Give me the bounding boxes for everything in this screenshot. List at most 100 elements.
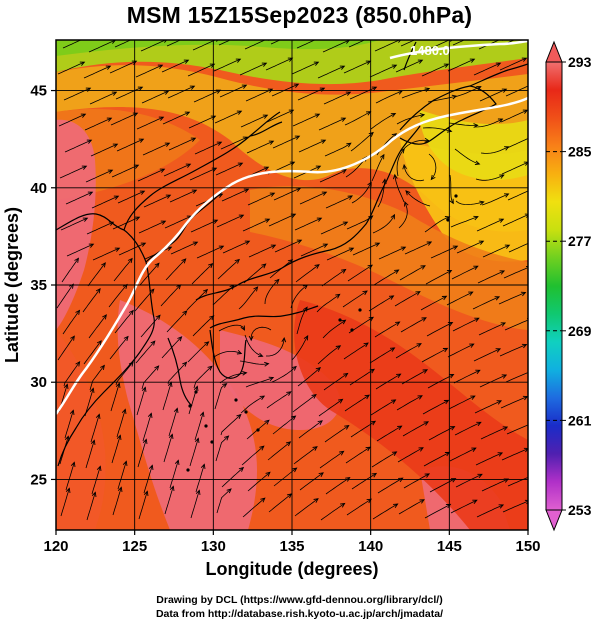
streamline-arrow [523,161,528,166]
streamline [446,291,473,306]
streamline [297,367,321,387]
streamline [139,263,160,286]
streamline-arrow [139,190,146,195]
streamline-arrow [216,141,223,146]
streamline [453,369,480,384]
streamline-arrow [317,420,323,426]
streamline-arrow [281,336,287,343]
streamline-arrow [291,365,297,371]
streamline-arrow [160,220,167,225]
streamline [239,360,269,365]
streamline-arrow [89,387,95,393]
streamline-arrow [320,139,327,144]
island [194,390,198,394]
streamline [266,391,292,409]
streamline [451,265,478,280]
streamline [187,63,215,77]
streamline-arrow [390,113,397,118]
streamline-arrow [398,477,404,483]
streamline-arrow [296,239,303,244]
streamline [318,399,343,417]
streamline [88,40,116,53]
island [256,428,260,432]
streamline-arrow [416,343,422,348]
streamline [422,400,449,415]
streamline [482,244,510,258]
streamline [478,40,500,50]
streamline-arrow [312,446,318,451]
streamline [508,242,528,253]
streamline [169,460,179,489]
streamline [85,169,113,183]
streamline [376,425,402,442]
colorbar-bottom-triangle [545,509,563,532]
streamline [506,424,528,435]
streamline-arrow [207,365,213,371]
streamline-arrow [529,422,534,426]
streamline [213,351,242,358]
streamline-arrow [469,343,475,348]
island [234,398,238,402]
streamline-arrow [423,421,430,426]
streamline-arrow [398,40,402,43]
coastline [469,63,528,87]
streamline-arrow [421,317,427,322]
coastlines [56,41,528,472]
streamline-arrow [288,109,295,114]
grid-lines [56,40,528,530]
streamline-arrow [322,243,329,248]
streamline-arrow [137,86,144,91]
coastline [56,213,155,467]
streamline-arrow [114,247,121,252]
streamline-arrow [497,452,504,457]
streamline-arrow [177,336,183,342]
streamline [62,310,80,335]
streamline [371,154,385,182]
streamline-arrow [238,466,245,472]
streamline [502,500,528,513]
streamline [135,340,156,364]
streamline-arrow [443,63,450,68]
streamline [189,438,199,467]
streamline [398,499,425,515]
streamline-arrow [237,162,244,167]
streamline [396,148,405,177]
streamline [109,336,129,360]
streamline-arrow [422,369,429,374]
streamline [136,387,146,416]
streamline-arrow [417,395,423,400]
streamline [118,242,146,256]
streamline-arrow [345,91,352,96]
streamline-arrow [521,57,528,62]
streamline-arrow [449,198,454,205]
streamline [325,195,353,209]
streamline-arrow [497,118,504,123]
streamline [481,478,509,492]
streamline [115,361,134,386]
streamline-arrow [318,472,324,478]
colorbar-bar [545,61,563,511]
streamline [239,62,267,76]
streamline [60,217,88,231]
streamline-arrow [261,62,268,67]
island [350,328,354,332]
streamline-arrow [270,244,277,249]
streamline [265,57,293,71]
streamline-arrow [501,374,508,379]
streamline [397,447,424,463]
streamline-arrow [371,472,378,478]
streamline [161,59,189,73]
streamline [477,270,505,284]
streamline-arrow [475,369,481,375]
colorbar-tick-label: 269 [568,323,592,339]
streamline [242,218,270,232]
streamline-arrow [96,340,102,346]
streamline [114,310,134,334]
streamline-arrow [158,116,165,121]
streamline-arrow [365,446,371,452]
colorbar-tick-label: 253 [568,502,592,518]
streamline-arrow [164,142,171,147]
streamline [472,296,500,310]
streamline-arrow [420,265,426,270]
streamline [143,194,171,208]
